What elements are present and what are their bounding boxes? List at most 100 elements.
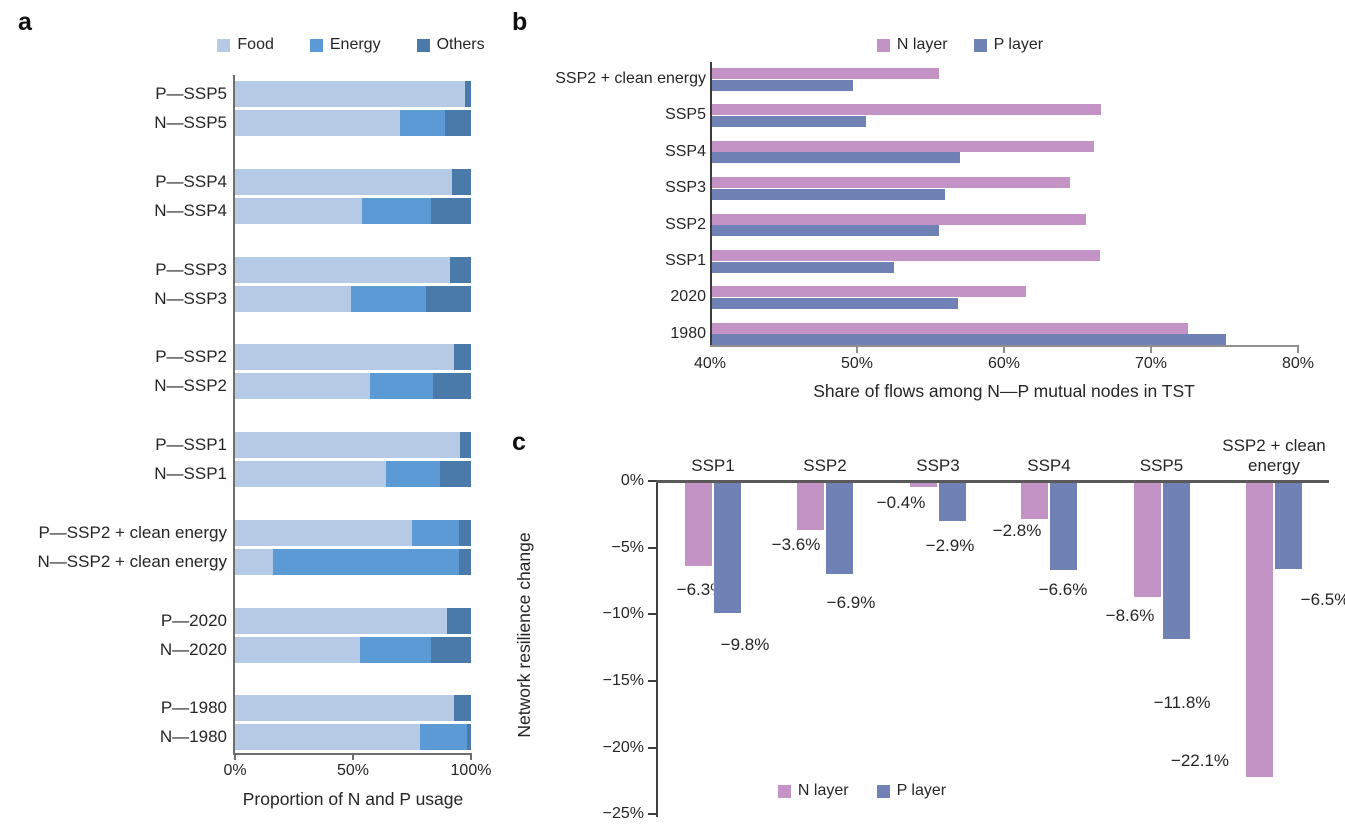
category-label-p-2020: P—2020: [160, 610, 227, 630]
category-label-n-1980: N—1980: [159, 727, 227, 747]
stacked-bar-n-ssp2-clean-energy: [235, 548, 471, 575]
legend-item-energy: Energy: [309, 36, 381, 54]
y-tick-label: 0%: [620, 472, 644, 489]
panel-b-x-axis-title: Share of flows among N—P mutual nodes in…: [813, 381, 1195, 401]
category-label-n-ssp1: N—SSP1: [154, 464, 227, 483]
bar-segment-food: [235, 256, 450, 283]
bar-segment-energy: [272, 548, 460, 575]
legend-item-others: Others: [416, 36, 485, 54]
x-tick-mark: [234, 753, 236, 760]
stacked-bar-p-ssp5: [235, 81, 471, 107]
bar-p-layer-2020: [710, 297, 959, 309]
bar-p-layer-ssp2: [710, 225, 940, 237]
legend-swatch-p-layer: [973, 38, 987, 52]
x-tick-mark: [1003, 345, 1005, 353]
stacked-bar-n-2020: [235, 636, 471, 663]
bar-segment-food: [235, 344, 455, 371]
value-label-p-layer-ssp1: −9.8%: [720, 635, 770, 654]
stacked-bar-n-1980: [235, 724, 471, 751]
legend-item-food: Food: [217, 36, 274, 54]
bar-segment-others: [459, 548, 471, 575]
bar-segment-energy: [360, 636, 431, 663]
y-tick-label: −5%: [611, 538, 644, 556]
legend-swatch-n-layer: [876, 38, 890, 52]
bar-segment-energy: [350, 285, 427, 312]
bar-segment-others: [449, 256, 471, 283]
category-label-n-2020: N—2020: [159, 639, 227, 659]
bar-n-layer-ssp5: [1133, 482, 1161, 597]
category-label-ssp2-clean-energy: SSP2 + clean energy: [555, 70, 706, 87]
x-tick-label: 40%: [693, 355, 727, 372]
panel-b-y-axis-line: [710, 62, 712, 346]
bar-n-layer-2020: [710, 286, 1027, 298]
bar-segment-others: [433, 373, 471, 400]
panel-c-y-axis-title: Network resilience change: [514, 532, 534, 738]
panel-b-letter: b: [512, 8, 528, 36]
value-label-n-layer-ssp5: −8.6%: [1105, 606, 1155, 625]
category-label-p-1980: P—1980: [160, 698, 227, 718]
y-tick-mark: [648, 480, 656, 482]
panel-a-letter: a: [18, 8, 32, 36]
bar-segment-others: [447, 607, 471, 634]
bar-segment-energy: [369, 373, 434, 400]
bar-n-layer-1980: [710, 322, 1188, 334]
category-label-n-ssp5: N—SSP5: [154, 113, 227, 132]
value-label-p-layer-ssp2: −6.9%: [826, 593, 876, 612]
panel-a-x-axis-title: Proportion of N and P usage: [242, 789, 464, 809]
bar-n-layer-ssp4: [1021, 482, 1048, 520]
x-tick-label: 0%: [223, 762, 247, 779]
panel-c-letter: c: [512, 428, 526, 456]
value-label-p-layer-ssp3: −2.9%: [925, 536, 975, 555]
bar-p-layer-ssp2: [826, 482, 853, 574]
category-label-n-ssp4: N—SSP4: [154, 200, 227, 220]
bar-n-layer-ssp2-clean-energy: [710, 68, 940, 79]
stacked-bar-p-ssp2: [235, 344, 471, 371]
stacked-bar-p-2020: [235, 607, 471, 634]
bar-p-layer-ssp4: [710, 152, 960, 164]
bar-n-layer-ssp2: [797, 482, 824, 530]
stacked-bar-p-ssp4: [235, 168, 471, 195]
x-tick-label: 80%: [1281, 355, 1315, 372]
bar-segment-food: [235, 519, 412, 546]
bar-segment-food: [235, 110, 401, 136]
x-tick-label: 70%: [1134, 355, 1168, 372]
bar-segment-food: [235, 285, 351, 312]
x-tick-mark: [470, 753, 472, 760]
x-tick-mark: [1297, 345, 1299, 353]
y-tick-mark: [648, 613, 656, 616]
category-label-ssp1: SSP1: [665, 252, 706, 269]
category-label-ssp2-clean-energy: SSP2 + clean energy: [1222, 436, 1326, 475]
legend-label-food: Food: [237, 36, 274, 53]
bar-segment-energy: [386, 461, 441, 487]
panel-a: a Food Energy Others P—SSP5 N—SSP5 P—SSP4 N—S…: [0, 0, 500, 826]
x-tick-mark: [856, 345, 858, 353]
bar-segment-others: [445, 110, 471, 136]
category-label-ssp3: SSP3: [916, 456, 960, 475]
y-tick-label: −15%: [602, 671, 644, 689]
panel-c-zero-line: [656, 480, 1329, 483]
bar-segment-food: [235, 695, 455, 722]
bar-n-layer-ssp2-clean-energy: [1246, 482, 1273, 777]
category-label-p-ssp2: P—SSP2: [155, 347, 227, 367]
category-label-ssp2: SSP2: [803, 456, 847, 475]
value-label-n-layer-ssp1: −6.3%: [676, 580, 726, 599]
bar-p-layer-ssp5: [1162, 482, 1190, 640]
bar-segment-energy: [362, 197, 431, 224]
stacked-bar-n-ssp4: [235, 197, 471, 224]
bar-p-layer-ssp3: [710, 188, 946, 200]
bar-n-layer-ssp4: [710, 140, 1094, 152]
legend-swatch-energy: [309, 38, 323, 52]
bar-p-layer-ssp5: [710, 115, 866, 127]
bar-n-layer-ssp3: [910, 482, 937, 488]
legend-label-n-layer: N layer: [797, 782, 849, 799]
legend-label-energy: Energy: [329, 36, 381, 53]
x-tick-label: 50%: [336, 762, 370, 779]
legend-label-p-layer: P layer: [896, 782, 947, 799]
stacked-bar-p-ssp2-clean-energy: [235, 519, 471, 546]
bar-n-layer-ssp1: [685, 482, 712, 566]
bar-segment-others: [467, 724, 471, 751]
bar-p-layer-ssp1: [710, 261, 894, 273]
y-tick-mark: [648, 746, 656, 749]
legend-item-p-layer: P layer: [876, 782, 947, 800]
